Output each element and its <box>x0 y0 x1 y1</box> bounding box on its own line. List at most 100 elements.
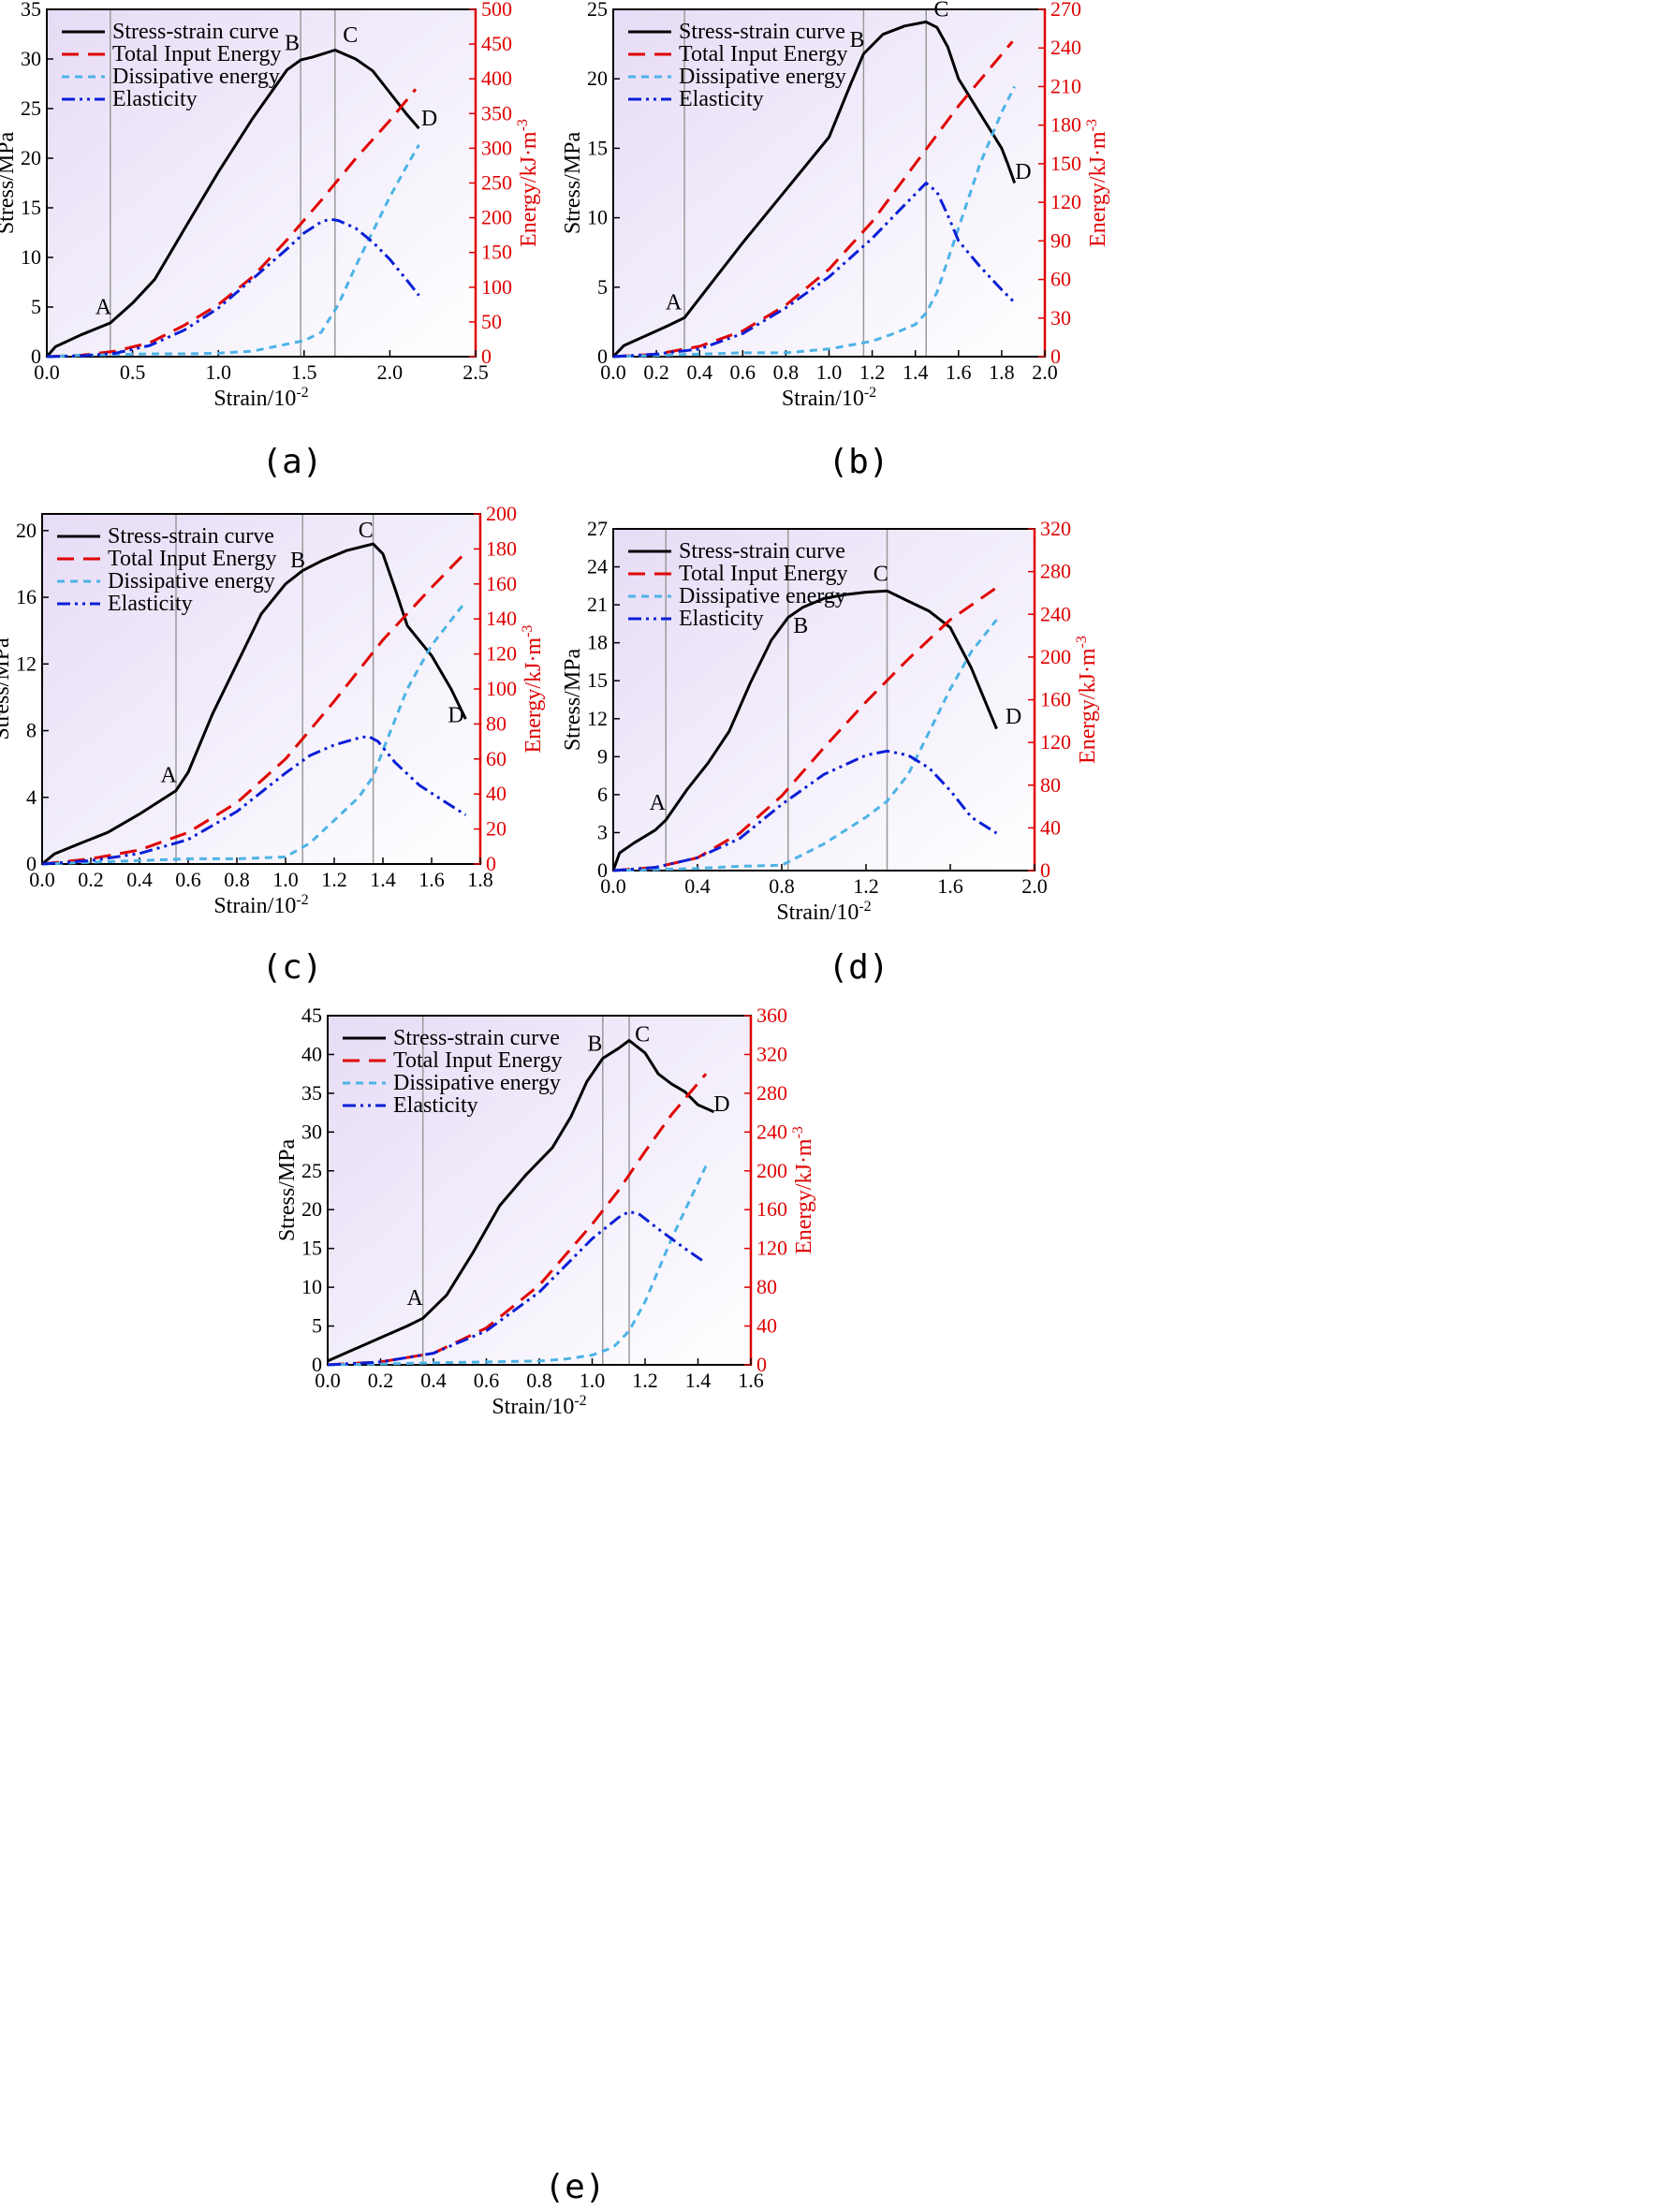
stage-point-label: B <box>285 31 300 55</box>
stage-point-label: C <box>343 23 358 48</box>
y-tick-label: 20 <box>301 1197 322 1221</box>
y-tick-label: 0 <box>312 1353 322 1376</box>
x-tick-label: 1.2 <box>321 868 347 891</box>
stage-point-label: C <box>635 1022 650 1047</box>
x-tick-label: 0.0 <box>315 1369 341 1392</box>
series-line-total-input-energy <box>46 88 418 359</box>
y2-tick-label: 40 <box>486 782 507 805</box>
y2-axis-label: Energy/kJ·m-3 <box>515 119 541 247</box>
y2-tick-label: 200 <box>1040 645 1071 668</box>
y2-axis-label: Energy/kJ·m-3 <box>1074 636 1100 764</box>
series-line-total-input-energy <box>327 1073 708 1367</box>
x-tick-label: 0.5 <box>120 360 146 384</box>
y2-tick-label: 20 <box>486 817 507 841</box>
chart-panel-e: 0.0 0.2 0.4 0.6 0.8 1.0 1.2 1.4 1.60510152025303… <box>275 1003 816 2206</box>
y-tick-label: 30 <box>301 1120 322 1143</box>
stage-point-label: C <box>933 0 948 22</box>
y2-axis-label: Energy/kJ·m-3 <box>790 1126 816 1254</box>
y2-tick-label: 150 <box>1050 152 1081 175</box>
x-tick-label: 0.0 <box>600 874 626 898</box>
y-tick-label: 0 <box>31 344 41 368</box>
x-tick-label: 1.2 <box>632 1369 658 1392</box>
legend-label: Elasticity <box>108 592 193 616</box>
x-tick-label: 1.6 <box>738 1369 764 1392</box>
y-tick-label: 5 <box>312 1314 322 1338</box>
stage-point-label: D <box>421 107 437 131</box>
y2-tick-label: 400 <box>481 66 512 90</box>
x-axis-label: Strain/10-2 <box>492 1393 586 1419</box>
legend-label: Stress-strain curve <box>679 20 845 44</box>
plot-background <box>42 514 480 864</box>
legend-label: Total Input Energy <box>108 547 277 571</box>
chart-panel-a: 0.0 0.5 1.0 1.5 2.0 2.50510152025303505010015… <box>0 0 541 481</box>
x-tick-label: 0.6 <box>175 868 201 891</box>
x-tick-label: 1.2 <box>859 360 886 384</box>
panel-caption: (e) <box>544 2168 605 2206</box>
y2-tick-label: 280 <box>1040 560 1071 583</box>
legend-label: Total Input Energy <box>679 42 848 66</box>
x-tick-label: 0.0 <box>600 360 626 384</box>
y2-tick-label: 450 <box>481 32 512 55</box>
stage-point-label: B <box>290 549 305 573</box>
x-tick-label: 0.4 <box>686 360 712 384</box>
y2-tick-label: 300 <box>481 136 512 159</box>
y-tick-label: 24 <box>587 555 608 579</box>
y-tick-label: 10 <box>21 245 41 269</box>
series-line-stress-strain-curve <box>611 20 1017 359</box>
stage-point-label: A <box>95 295 112 319</box>
y2-tick-label: 120 <box>756 1237 787 1260</box>
y-tick-label: 20 <box>587 66 608 90</box>
panel-caption: (a) <box>261 443 322 481</box>
y-tick-label: 35 <box>301 1081 322 1105</box>
y2-tick-label: 0 <box>1050 344 1061 368</box>
stage-point-label: A <box>407 1286 424 1311</box>
panel-caption: (c) <box>261 948 322 987</box>
x-tick-label: 0.2 <box>368 1369 394 1392</box>
x-tick-label: 1.4 <box>685 1369 712 1392</box>
x-tick-label: 1.4 <box>903 360 929 384</box>
y2-tick-label: 280 <box>756 1081 787 1105</box>
series-line-total-input-energy <box>612 586 998 872</box>
y2-tick-label: 320 <box>1040 517 1071 540</box>
series-line-elasticity <box>327 1209 707 1367</box>
y-tick-label: 9 <box>597 744 608 768</box>
x-tick-label: 1.6 <box>418 868 445 891</box>
y2-tick-label: 0 <box>481 344 492 368</box>
y2-tick-label: 60 <box>1050 268 1071 291</box>
y-tick-label: 25 <box>587 0 608 21</box>
y-axis-label: Stress/MPa <box>561 131 585 234</box>
y2-tick-label: 240 <box>1050 36 1081 59</box>
stage-point-label: A <box>161 764 178 788</box>
y2-axis-label: Energy/kJ·m-3 <box>520 625 546 754</box>
y2-tick-label: 500 <box>481 0 512 21</box>
x-tick-label: 1.8 <box>989 360 1015 384</box>
y-tick-label: 16 <box>16 585 37 608</box>
x-tick-label: 0.0 <box>34 360 60 384</box>
y-axis-label: Stress/MPa <box>275 1138 300 1241</box>
y2-tick-label: 160 <box>756 1197 787 1221</box>
y2-tick-label: 180 <box>486 536 517 560</box>
y2-tick-label: 80 <box>756 1275 777 1298</box>
plot-background <box>47 9 476 357</box>
y2-tick-label: 100 <box>486 677 517 700</box>
y2-tick-label: 80 <box>486 711 507 735</box>
y-axis-label: Stress/MPa <box>561 648 585 751</box>
y-tick-label: 20 <box>16 519 37 542</box>
stage-point-label: C <box>359 519 374 543</box>
legend-label: Elasticity <box>112 87 198 111</box>
stage-point-label: D <box>713 1092 729 1117</box>
plot-background <box>613 529 1035 871</box>
panel-caption: (d) <box>828 948 888 987</box>
y2-tick-label: 160 <box>1040 688 1071 711</box>
y-tick-label: 0 <box>26 852 37 875</box>
x-tick-label: 1.6 <box>946 360 972 384</box>
x-tick-label: 1.8 <box>467 868 493 891</box>
y-tick-label: 15 <box>301 1237 322 1260</box>
y-tick-label: 15 <box>587 668 608 692</box>
y2-tick-label: 90 <box>1050 228 1071 252</box>
stage-point-label: D <box>1015 160 1031 184</box>
y2-axis-label: Energy/kJ·m-3 <box>1084 119 1110 247</box>
y2-tick-label: 50 <box>481 310 502 333</box>
y2-tick-label: 250 <box>481 171 512 195</box>
x-tick-label: 0.8 <box>769 874 795 898</box>
